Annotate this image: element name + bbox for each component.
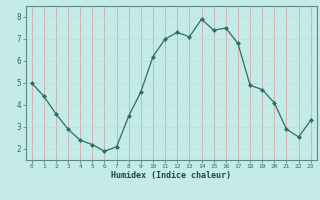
X-axis label: Humidex (Indice chaleur): Humidex (Indice chaleur) xyxy=(111,171,231,180)
